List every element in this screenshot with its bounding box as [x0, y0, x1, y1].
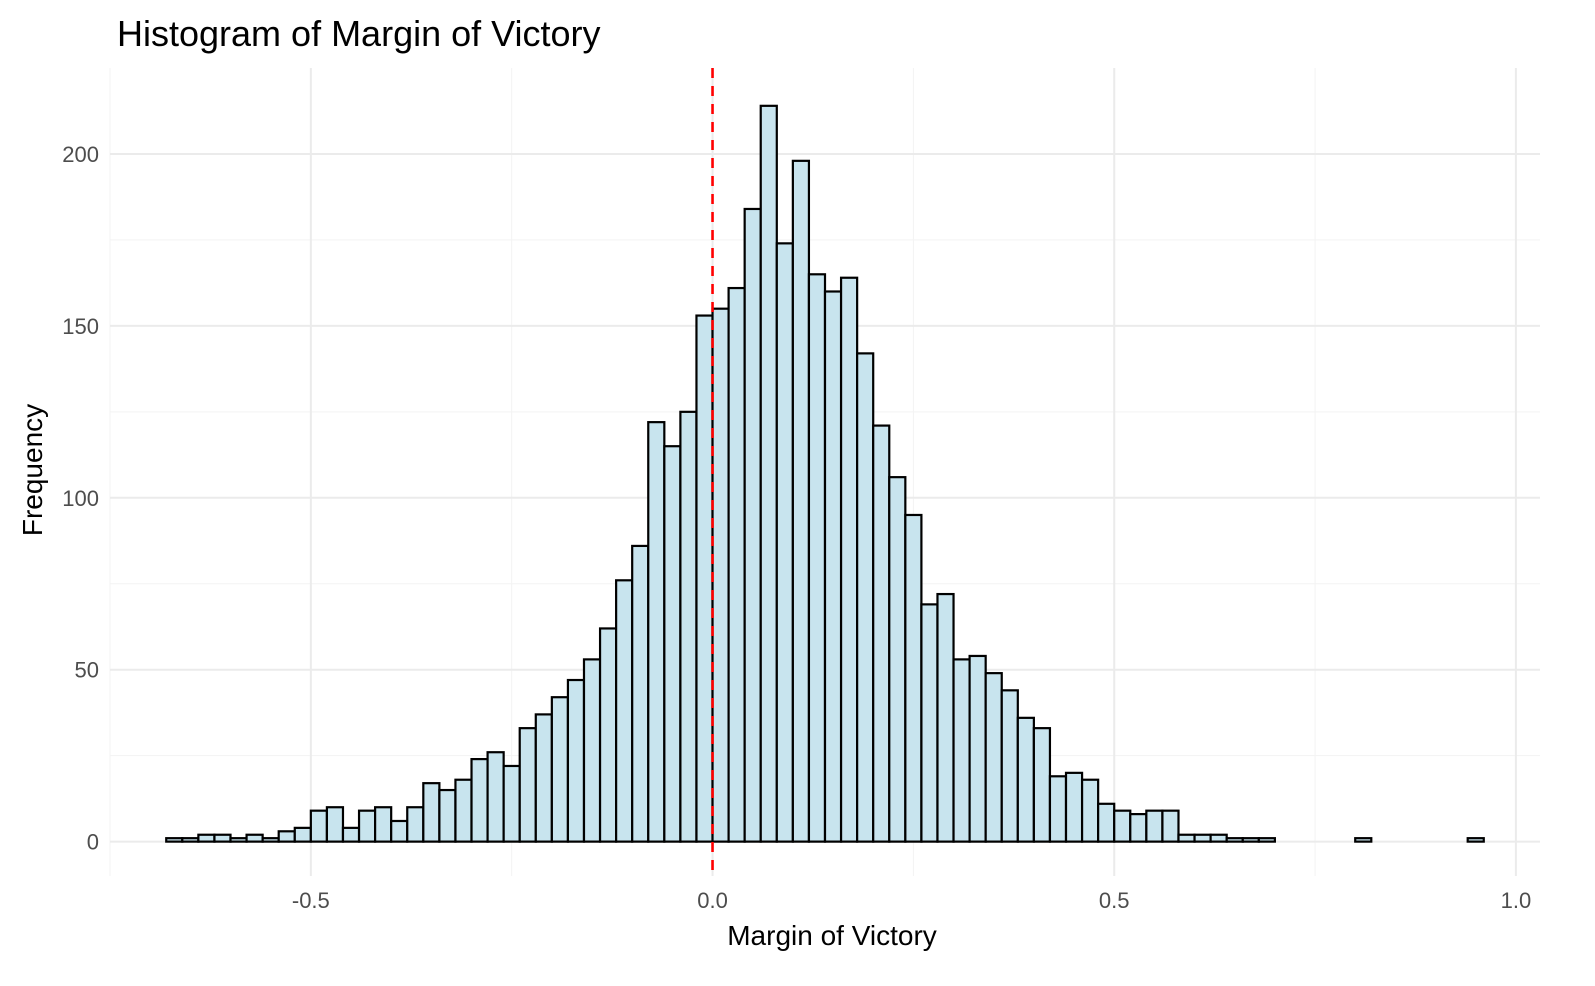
histogram-bar: [631, 544, 650, 843]
y-tick-label: 0: [87, 830, 99, 855]
histogram-bar: [888, 476, 907, 843]
histogram-bar: [486, 751, 505, 843]
histogram-bar: [1466, 837, 1485, 843]
histogram-bar: [309, 809, 329, 843]
histogram-bar: [647, 421, 666, 843]
histogram-bar: [1016, 716, 1035, 843]
histogram-bar: [968, 654, 987, 843]
histogram-bar: [1177, 833, 1196, 843]
histogram-bar: [727, 286, 746, 843]
histogram-bar: [936, 592, 955, 843]
histogram-bar: [1000, 689, 1019, 843]
histogram-bar: [856, 352, 875, 843]
histogram-bar: [502, 764, 521, 843]
histogram-bar: [1032, 727, 1052, 843]
histogram-bar: [534, 713, 553, 843]
histogram-bar: [454, 778, 473, 843]
histogram-bar: [743, 207, 762, 843]
histogram-bar: [904, 513, 923, 843]
histogram-bar: [470, 757, 489, 843]
histogram-bar: [181, 837, 200, 843]
histogram-bar: [1048, 775, 1068, 843]
histogram-bar: [1225, 837, 1244, 843]
histogram-bar: [261, 837, 280, 843]
y-tick-label: 150: [62, 314, 99, 339]
histogram-bar: [245, 833, 264, 843]
chart-title: Histogram of Margin of Victory: [117, 13, 601, 54]
histogram-bar: [1241, 837, 1260, 843]
histogram-bar: [390, 819, 409, 843]
histogram-bar: [582, 658, 602, 843]
histogram-bar: [406, 806, 425, 843]
histogram-bar: [952, 658, 971, 843]
histogram-bar: [663, 445, 682, 843]
histogram-bar: [357, 809, 377, 843]
histogram-bar: [695, 314, 714, 843]
y-tick-label: 50: [75, 658, 99, 683]
histogram-bar: [823, 290, 843, 843]
histogram-bar: [229, 837, 248, 843]
histogram-bar: [325, 806, 345, 843]
histogram-bar: [872, 424, 891, 843]
y-axis-title: Frequency: [17, 404, 48, 536]
histogram-bar: [1129, 813, 1148, 843]
x-tick-label: 1.0: [1501, 888, 1532, 913]
histogram-bar: [1354, 837, 1373, 843]
histogram-bar: [759, 104, 778, 843]
histogram-bar: [1193, 833, 1212, 843]
histogram-bar: [197, 833, 216, 843]
histogram-bar: [438, 788, 457, 843]
histogram-bar: [679, 410, 698, 843]
y-tick-label: 100: [62, 486, 99, 511]
histogram-bar: [791, 159, 811, 843]
histogram-bar: [566, 678, 586, 843]
x-axis-title: Margin of Victory: [727, 920, 937, 951]
histogram-bar: [293, 826, 312, 843]
histogram-bar: [1080, 778, 1100, 843]
histogram-bar: [550, 696, 570, 843]
histogram-bar: [277, 830, 296, 843]
histogram-bar: [807, 273, 827, 843]
histogram-bar: [598, 627, 618, 843]
histogram-bar: [615, 579, 634, 843]
histogram-bar: [165, 837, 184, 843]
histogram-bar: [374, 806, 393, 843]
histogram-bar: [518, 727, 537, 843]
histogram-bar: [213, 833, 232, 843]
histogram-bar: [422, 782, 441, 843]
tick-labels-layer: -0.5 0.0 0.5 1.0 0 50 100 150 200: [62, 142, 1531, 913]
y-tick-label: 200: [62, 142, 99, 167]
histogram-bar: [1145, 809, 1164, 843]
histogram-bar: [984, 672, 1003, 843]
histogram-bar: [1097, 802, 1116, 843]
histogram-bar: [920, 603, 939, 843]
histogram-bar: [711, 307, 730, 843]
x-tick-label: 0.5: [1099, 888, 1130, 913]
histogram-bar: [341, 826, 361, 843]
histogram-bar: [1161, 809, 1180, 843]
histogram-bar: [1113, 809, 1132, 843]
bars-layer: [165, 104, 1485, 843]
x-tick-label: 0.0: [697, 888, 728, 913]
histogram-bar: [1209, 833, 1228, 843]
histogram-bar: [775, 242, 794, 843]
x-tick-label: -0.5: [292, 888, 330, 913]
histogram-bar: [1257, 837, 1276, 843]
histogram-bar: [839, 276, 859, 843]
histogram-bar: [1064, 771, 1084, 843]
